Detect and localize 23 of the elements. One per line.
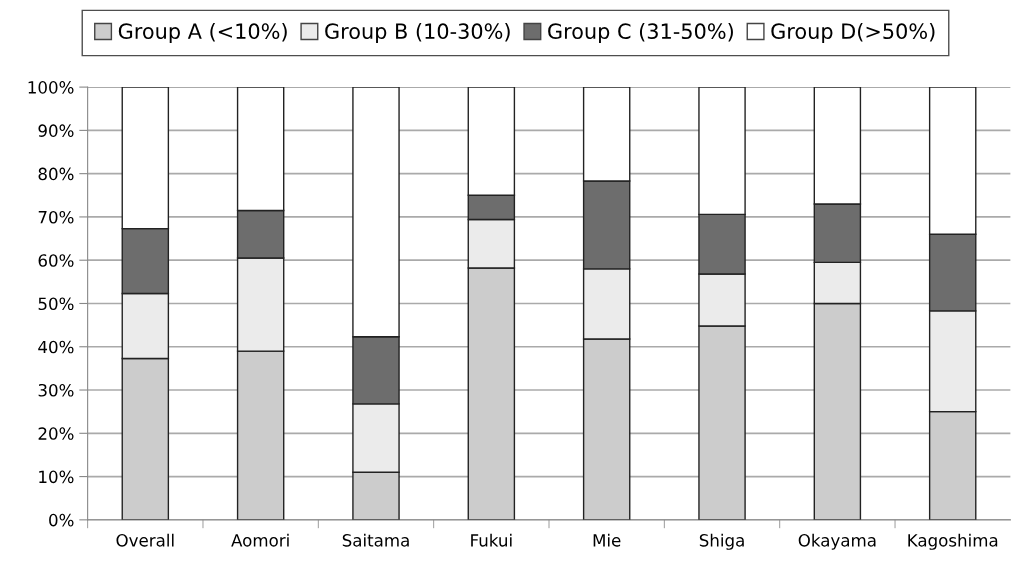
y-tick-label: 70% <box>38 210 74 224</box>
legend-label: Group C (31-50%) <box>548 22 733 44</box>
x-tick-label: Overall <box>116 533 174 547</box>
legend-label: Group B (10-30%) <box>325 22 510 44</box>
x-tick-label: Kagoshima <box>908 533 998 550</box>
x-tick-label: Mie <box>593 533 621 547</box>
y-tick-label: 90% <box>38 124 74 137</box>
y-tick-label: 100% <box>28 81 74 94</box>
y-tick-label: 0% <box>49 513 74 527</box>
x-tick-label: Okayama <box>798 533 876 550</box>
y-tick-label: 10% <box>39 470 74 484</box>
x-tick-label: Aomori <box>231 533 289 547</box>
x-tick-label: Saitama <box>342 533 409 547</box>
legend-label: Group A (<10%) <box>118 22 287 44</box>
text: Group D(>50%) <box>771 22 935 44</box>
x-tick-label: Fukui <box>471 533 512 547</box>
y-tick-label: 80% <box>38 167 74 181</box>
x-tick-label: Shiga <box>699 533 744 550</box>
y-tick-label: 30% <box>38 383 74 397</box>
y-tick-label: 60% <box>38 254 74 267</box>
y-tick-label: 20% <box>38 427 74 440</box>
y-tick-label: 40% <box>38 340 74 354</box>
y-tick-label: 50% <box>38 297 74 311</box>
